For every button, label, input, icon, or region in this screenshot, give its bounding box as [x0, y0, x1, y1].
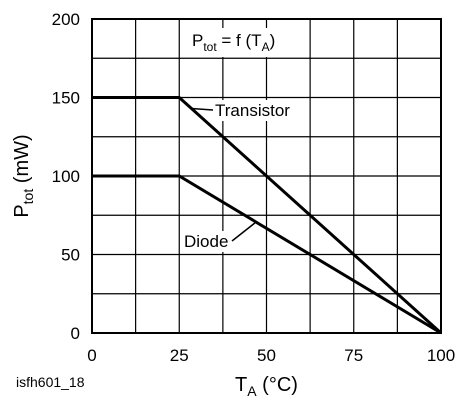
- y-axis-title: Ptot (mW): [11, 134, 36, 217]
- y-tick-label: 150: [52, 89, 80, 108]
- y-tick-label: 50: [61, 246, 80, 265]
- x-tick-label: 50: [257, 346, 276, 365]
- transistor-label-background: [213, 100, 293, 121]
- diode-label-background: [182, 231, 231, 252]
- x-title-sub: A: [247, 383, 257, 399]
- transistor-leader-line: [191, 107, 214, 111]
- x-title-main: T: [235, 374, 247, 396]
- x-tick-label: 75: [344, 346, 363, 365]
- series-line-transistor: [92, 96, 443, 335]
- x-tick-label: 100: [427, 346, 455, 365]
- y-tick-label: 200: [52, 10, 80, 29]
- diode-label: Diode: [184, 232, 228, 251]
- plot-frame: [91, 18, 442, 334]
- y-tick-label: 100: [52, 167, 80, 186]
- x-title-unit: (°C): [257, 374, 298, 396]
- formula-tot: tot: [203, 40, 217, 54]
- formula-background: [184, 28, 284, 57]
- tick-labels: 0 25 50 75 100 0 50 100 150 200: [52, 10, 456, 365]
- formula-annotation: Ptot = f (TA): [192, 31, 275, 54]
- y-title-unit: (mW): [11, 134, 33, 188]
- diode-leader-line: [231, 221, 257, 242]
- x-tick-label: 0: [87, 346, 96, 365]
- y-tick-label: 0: [71, 324, 80, 343]
- transistor-label: Transistor: [215, 101, 290, 120]
- series-lines: [92, 96, 443, 335]
- series-line-diode: [92, 174, 442, 335]
- formula-close: ): [270, 31, 276, 50]
- y-title-sub: tot: [20, 189, 36, 205]
- formula-p: P: [192, 31, 203, 50]
- formula-a: A: [262, 40, 270, 54]
- formula-eq: = f (T: [217, 31, 262, 50]
- x-tick-label: 25: [170, 346, 189, 365]
- y-title-main: P: [11, 204, 33, 217]
- x-axis-title: TA (°C): [235, 374, 298, 399]
- figure-id: isfh601_18: [16, 374, 85, 390]
